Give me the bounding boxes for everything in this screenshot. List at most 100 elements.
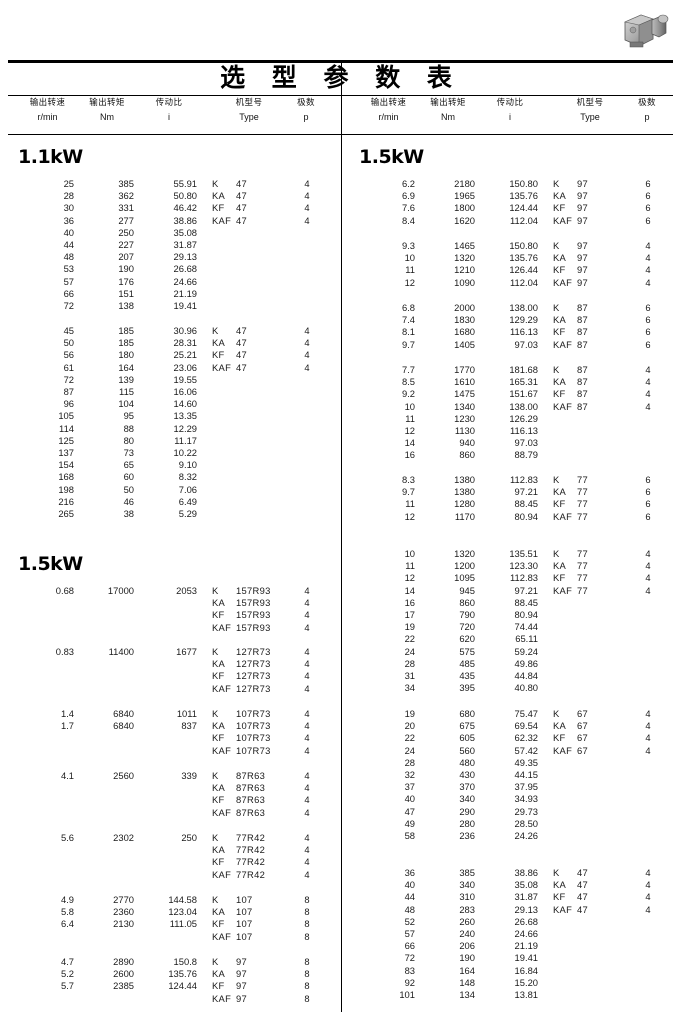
cell-output-torque: 11400 — [108, 646, 134, 657]
table-row: 8.5 1610 165.31 KA 87 4 — [341, 376, 681, 388]
cell-output-speed: 24 — [404, 744, 415, 756]
cell-output-speed: 52 — [404, 915, 415, 927]
cell-gear-ratio: 26.68 — [173, 263, 197, 275]
table-row: 58 236 24.26 — [341, 830, 681, 842]
cell-output-speed: 17 — [404, 609, 415, 620]
cell-type-prefix: KA — [212, 782, 226, 794]
cell-gear-ratio: 123.04 — [168, 906, 197, 918]
cell-output-torque: 180 — [118, 349, 134, 361]
cell-pole-count: 4 — [304, 682, 310, 694]
cell-output-speed: 24 — [404, 645, 415, 657]
column-header-left-0: 输出转速 r/min — [10, 98, 85, 123]
table-row: 24 560 57.42 KAF 67 4 — [341, 745, 681, 757]
cell-pole-count: 4 — [645, 264, 651, 276]
cell-type-prefix: KA — [553, 486, 567, 498]
cell-output-speed: 168 — [58, 471, 74, 483]
column-header-label-cn: 输出转矩 — [89, 98, 125, 108]
cell-output-speed: 10 — [404, 400, 415, 412]
cell-output-torque: 115 — [119, 386, 134, 397]
cell-type-prefix: KAF — [553, 903, 573, 915]
cell-pole-count: 4 — [304, 349, 310, 361]
table-row: 10 1320 135.51 K 77 4 — [341, 548, 681, 560]
table-row: 0.68 17000 2053 K 157R93 4 — [0, 585, 341, 597]
cell-gear-ratio: 112.04 — [510, 276, 538, 288]
table-row: 53 190 26.68 — [0, 263, 341, 275]
cell-gear-ratio: 150.80 — [509, 240, 538, 251]
column-header-unit: i — [509, 112, 511, 122]
cell-output-speed: 20 — [404, 720, 415, 732]
cell-gear-ratio: 151.67 — [509, 388, 538, 400]
cell-output-torque: 1320 — [454, 252, 475, 264]
table-row: 137 73 10.22 — [0, 447, 341, 459]
cell-output-torque: 277 — [118, 214, 134, 226]
cell-output-torque: 185 — [118, 337, 134, 349]
cell-output-torque: 164 — [459, 964, 475, 976]
cell-type-prefix: KF — [212, 794, 225, 806]
table-row: 44 310 31.87 KF 47 4 — [341, 891, 681, 903]
table-row: 9.2 1475 151.67 KF 87 4 — [341, 388, 681, 400]
column-header-unit: i — [168, 112, 170, 122]
cell-output-torque: 1200 — [454, 560, 475, 572]
cell-type-size: 97 — [577, 276, 589, 288]
cell-type-prefix: K — [553, 548, 560, 559]
cell-type-size: 87R63 — [236, 782, 266, 794]
cell-output-speed: 36 — [63, 214, 74, 226]
cell-pole-count: 4 — [304, 658, 310, 670]
power-rating-heading: 1.1kW — [18, 146, 83, 168]
cell-gear-ratio: 50.80 — [173, 190, 197, 202]
cell-output-speed: 57 — [404, 928, 415, 939]
table-row: 9.3 1465 150.80 K 97 4 — [341, 240, 681, 252]
cell-pole-count: 6 — [645, 202, 651, 214]
cell-gear-ratio: 19.55 — [173, 373, 197, 385]
cell-output-torque: 680 — [459, 708, 475, 719]
cell-output-speed: 40 — [404, 793, 415, 805]
table-row: 34 395 40.80 — [341, 682, 681, 694]
cell-gear-ratio: 116.13 — [510, 425, 538, 436]
cell-output-torque: 134 — [459, 989, 475, 1000]
cell-type-size: 157R93 — [236, 621, 271, 633]
cell-output-speed: 28 — [404, 657, 415, 669]
cell-output-torque: 151 — [118, 287, 134, 299]
cell-output-torque: 1095 — [454, 572, 475, 584]
cell-gear-ratio: 24.66 — [514, 928, 538, 939]
cell-pole-count: 4 — [304, 597, 310, 609]
cell-type-prefix: KA — [212, 844, 226, 856]
cell-type-size: 97 — [236, 992, 248, 1004]
cell-output-torque: 1170 — [454, 510, 475, 522]
cell-output-speed: 22 — [404, 732, 415, 744]
cell-output-speed: 1.4 — [60, 708, 74, 719]
cell-gear-ratio: 135.76 — [168, 968, 197, 980]
cell-output-torque: 46 — [123, 495, 134, 507]
cell-gear-ratio: 35.08 — [514, 879, 538, 891]
cell-output-torque: 80 — [123, 434, 134, 446]
cell-type-size: 77 — [577, 474, 589, 485]
cell-pole-count: 6 — [645, 510, 651, 522]
cell-pole-count: 8 — [304, 930, 310, 942]
cell-gear-ratio: 80.94 — [514, 510, 538, 522]
cell-gear-ratio: 144.58 — [168, 894, 197, 905]
cell-gear-ratio: 28.50 — [514, 817, 538, 829]
table-row: 72 139 19.55 — [0, 374, 341, 386]
cell-output-speed: 10 — [404, 548, 415, 559]
table-row: 12 1170 80.94 KAF 77 6 — [341, 511, 681, 523]
cell-type-prefix: KAF — [553, 338, 573, 350]
cell-output-speed: 9.7 — [401, 338, 415, 350]
cell-output-torque: 370 — [459, 781, 475, 793]
column-header-unit: Nm — [441, 112, 455, 122]
cell-type-size: 107R73 — [236, 720, 271, 732]
cell-output-speed: 19 — [404, 708, 415, 719]
cell-output-speed: 4.1 — [60, 770, 74, 781]
cell-output-speed: 92 — [404, 976, 415, 988]
cell-output-torque: 2360 — [113, 906, 134, 918]
table-row: 4.9 2770 144.58 K 107 8 — [0, 894, 341, 906]
table-row: 28 485 49.86 — [341, 658, 681, 670]
cell-pole-count: 4 — [645, 708, 651, 719]
cell-output-torque: 362 — [118, 190, 134, 202]
cell-output-torque: 1230 — [454, 412, 475, 424]
column-header-left-1: 输出转矩 Nm — [72, 98, 142, 123]
cell-gear-ratio: 97.03 — [514, 437, 538, 449]
table-row: 19 720 74.44 — [341, 621, 681, 633]
cell-pole-count: 4 — [304, 844, 310, 856]
cell-pole-count: 4 — [645, 732, 651, 744]
cell-type-size: 47 — [577, 891, 589, 903]
